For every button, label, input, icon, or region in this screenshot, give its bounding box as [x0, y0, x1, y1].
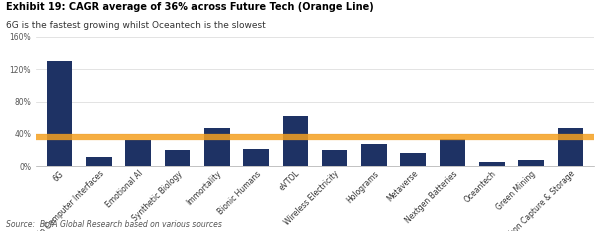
Text: Source:  BofA Global Research based on various sources: Source: BofA Global Research based on va… — [6, 220, 222, 229]
Bar — [47, 61, 73, 166]
Bar — [479, 162, 505, 166]
Bar — [518, 160, 544, 166]
Bar — [283, 116, 308, 166]
Bar — [400, 153, 426, 166]
Bar — [322, 150, 347, 166]
Bar — [164, 150, 190, 166]
Bar — [243, 149, 269, 166]
Bar — [86, 157, 112, 166]
Text: Exhibit 19: CAGR average of 36% across Future Tech (Orange Line): Exhibit 19: CAGR average of 36% across F… — [6, 2, 374, 12]
Bar — [125, 140, 151, 166]
Text: 6G is the fastest growing whilst Oceantech is the slowest: 6G is the fastest growing whilst Oceante… — [6, 21, 266, 30]
Bar — [557, 128, 583, 166]
Bar — [204, 128, 230, 166]
Bar — [361, 144, 387, 166]
Bar — [440, 139, 466, 166]
